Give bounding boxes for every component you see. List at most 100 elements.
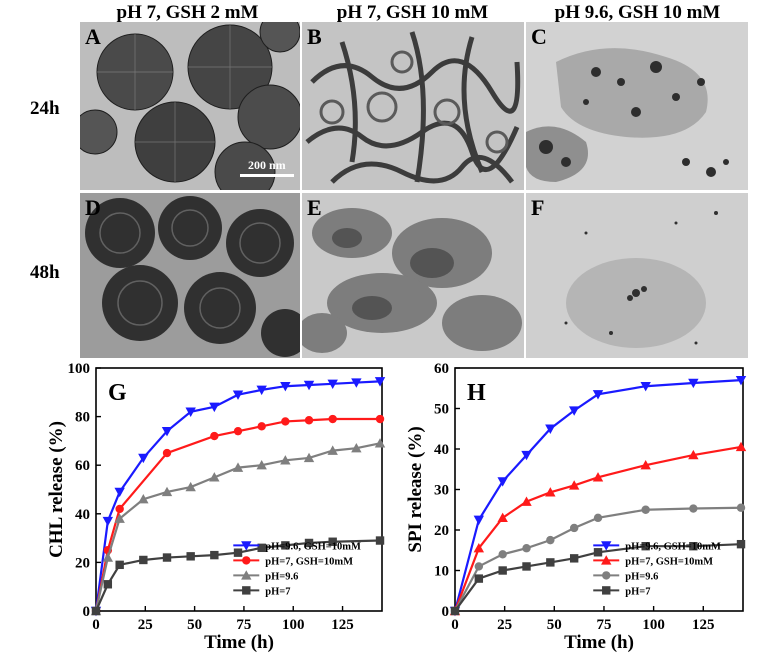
data-point [569,523,579,533]
data-point [689,504,698,513]
data-point [375,414,385,424]
y-tick-label: 0 [83,604,91,620]
data-point [688,378,699,389]
data-point [497,477,508,487]
series-line [453,445,742,612]
column-header-3: pH 9.6, GSH 10 mM [554,2,721,23]
scale-bar-label: 200 nm [248,158,286,172]
data-point [498,566,507,575]
data-point [522,562,531,571]
data-point [473,543,485,553]
data-point [161,486,173,497]
series-1 [449,375,747,617]
series-4 [91,536,385,616]
data-point [232,390,244,400]
data-point [281,541,290,550]
tem-image-b: B [302,22,524,190]
column-header-2: pH 7, GSH 10 mM [336,2,489,23]
legend-label: pH=9.6 [265,571,298,582]
data-point [186,552,195,561]
legend-label: pH=9.6, GSH=10mM [265,541,361,552]
y-tick-label: 60 [434,361,449,377]
legend-marker [601,541,612,551]
tem-image-d-graphic [80,193,300,358]
legend-label: pH=7 [265,586,290,597]
data-point [114,513,125,523]
tem-image-d: D [80,193,300,358]
data-point [304,416,314,425]
series-line [94,539,381,612]
panel-letter-b: B [307,24,322,49]
series-line [94,442,381,612]
data-point [233,548,243,557]
data-point [497,512,508,523]
y-axis-label: CHL release (%) [46,421,67,558]
data-point [103,580,113,589]
panel-letter-f: F [531,195,545,220]
data-point [210,550,219,560]
data-point [161,426,173,437]
data-point [736,503,746,512]
y-tick-label: 20 [75,555,90,571]
data-point [450,606,460,616]
data-point [568,406,580,416]
tem-image-e-graphic [302,193,524,358]
data-point [374,438,386,448]
legend-marker [601,555,612,565]
data-point [209,402,220,413]
data-point [256,460,267,470]
series-line [94,417,381,612]
data-point [328,414,337,424]
data-point [545,424,556,434]
y-tick-label: 20 [434,523,449,539]
data-point [185,407,196,417]
data-point [257,543,266,553]
tem-image-f: F [526,193,748,358]
panel-letter-a: A [85,24,101,49]
data-point [473,515,485,526]
data-point [303,380,315,391]
data-point [593,548,603,557]
data-point [351,378,362,388]
panel-letter-c: C [531,24,547,49]
series-3 [450,503,746,616]
x-tick-label: 125 [331,617,354,633]
x-tick-label: 75 [236,617,251,633]
panel-letter-g: G [108,380,127,406]
legend-marker [602,571,611,580]
x-tick-label: 75 [596,617,611,633]
data-point [210,431,219,441]
x-tick-label: 125 [692,617,715,633]
x-tick-label: 0 [92,617,100,633]
data-point [90,606,102,617]
data-point [304,538,314,548]
data-point [328,537,337,546]
series-line [453,379,742,612]
data-point [209,472,220,482]
data-point [162,553,172,562]
legend-marker [241,570,252,580]
tem-image-f-graphic [526,193,748,358]
y-axis-label: SPI release (%) [405,426,426,552]
tem-image-b-graphic [302,22,524,190]
y-tick-label: 10 [434,564,449,580]
data-point [688,449,699,460]
legend-label: pH=9.6, GSH=10mM [625,541,721,552]
data-point [115,504,124,514]
data-point [91,606,101,616]
panel-letter-h: H [467,380,486,406]
panel-letter-d: D [85,195,101,220]
series-line [454,543,742,612]
data-point [138,453,149,464]
data-point [641,505,650,514]
data-point [593,513,603,523]
data-point [138,494,149,504]
tem-image-a-graphic [80,22,300,190]
panel-letter-e: E [307,195,322,220]
x-tick-label: 25 [138,617,153,633]
data-point [640,382,651,392]
data-point [90,605,102,616]
x-tick-label: 50 [547,617,562,633]
legend-label: pH=7, GSH=10mM [265,556,353,567]
data-point [521,496,532,506]
